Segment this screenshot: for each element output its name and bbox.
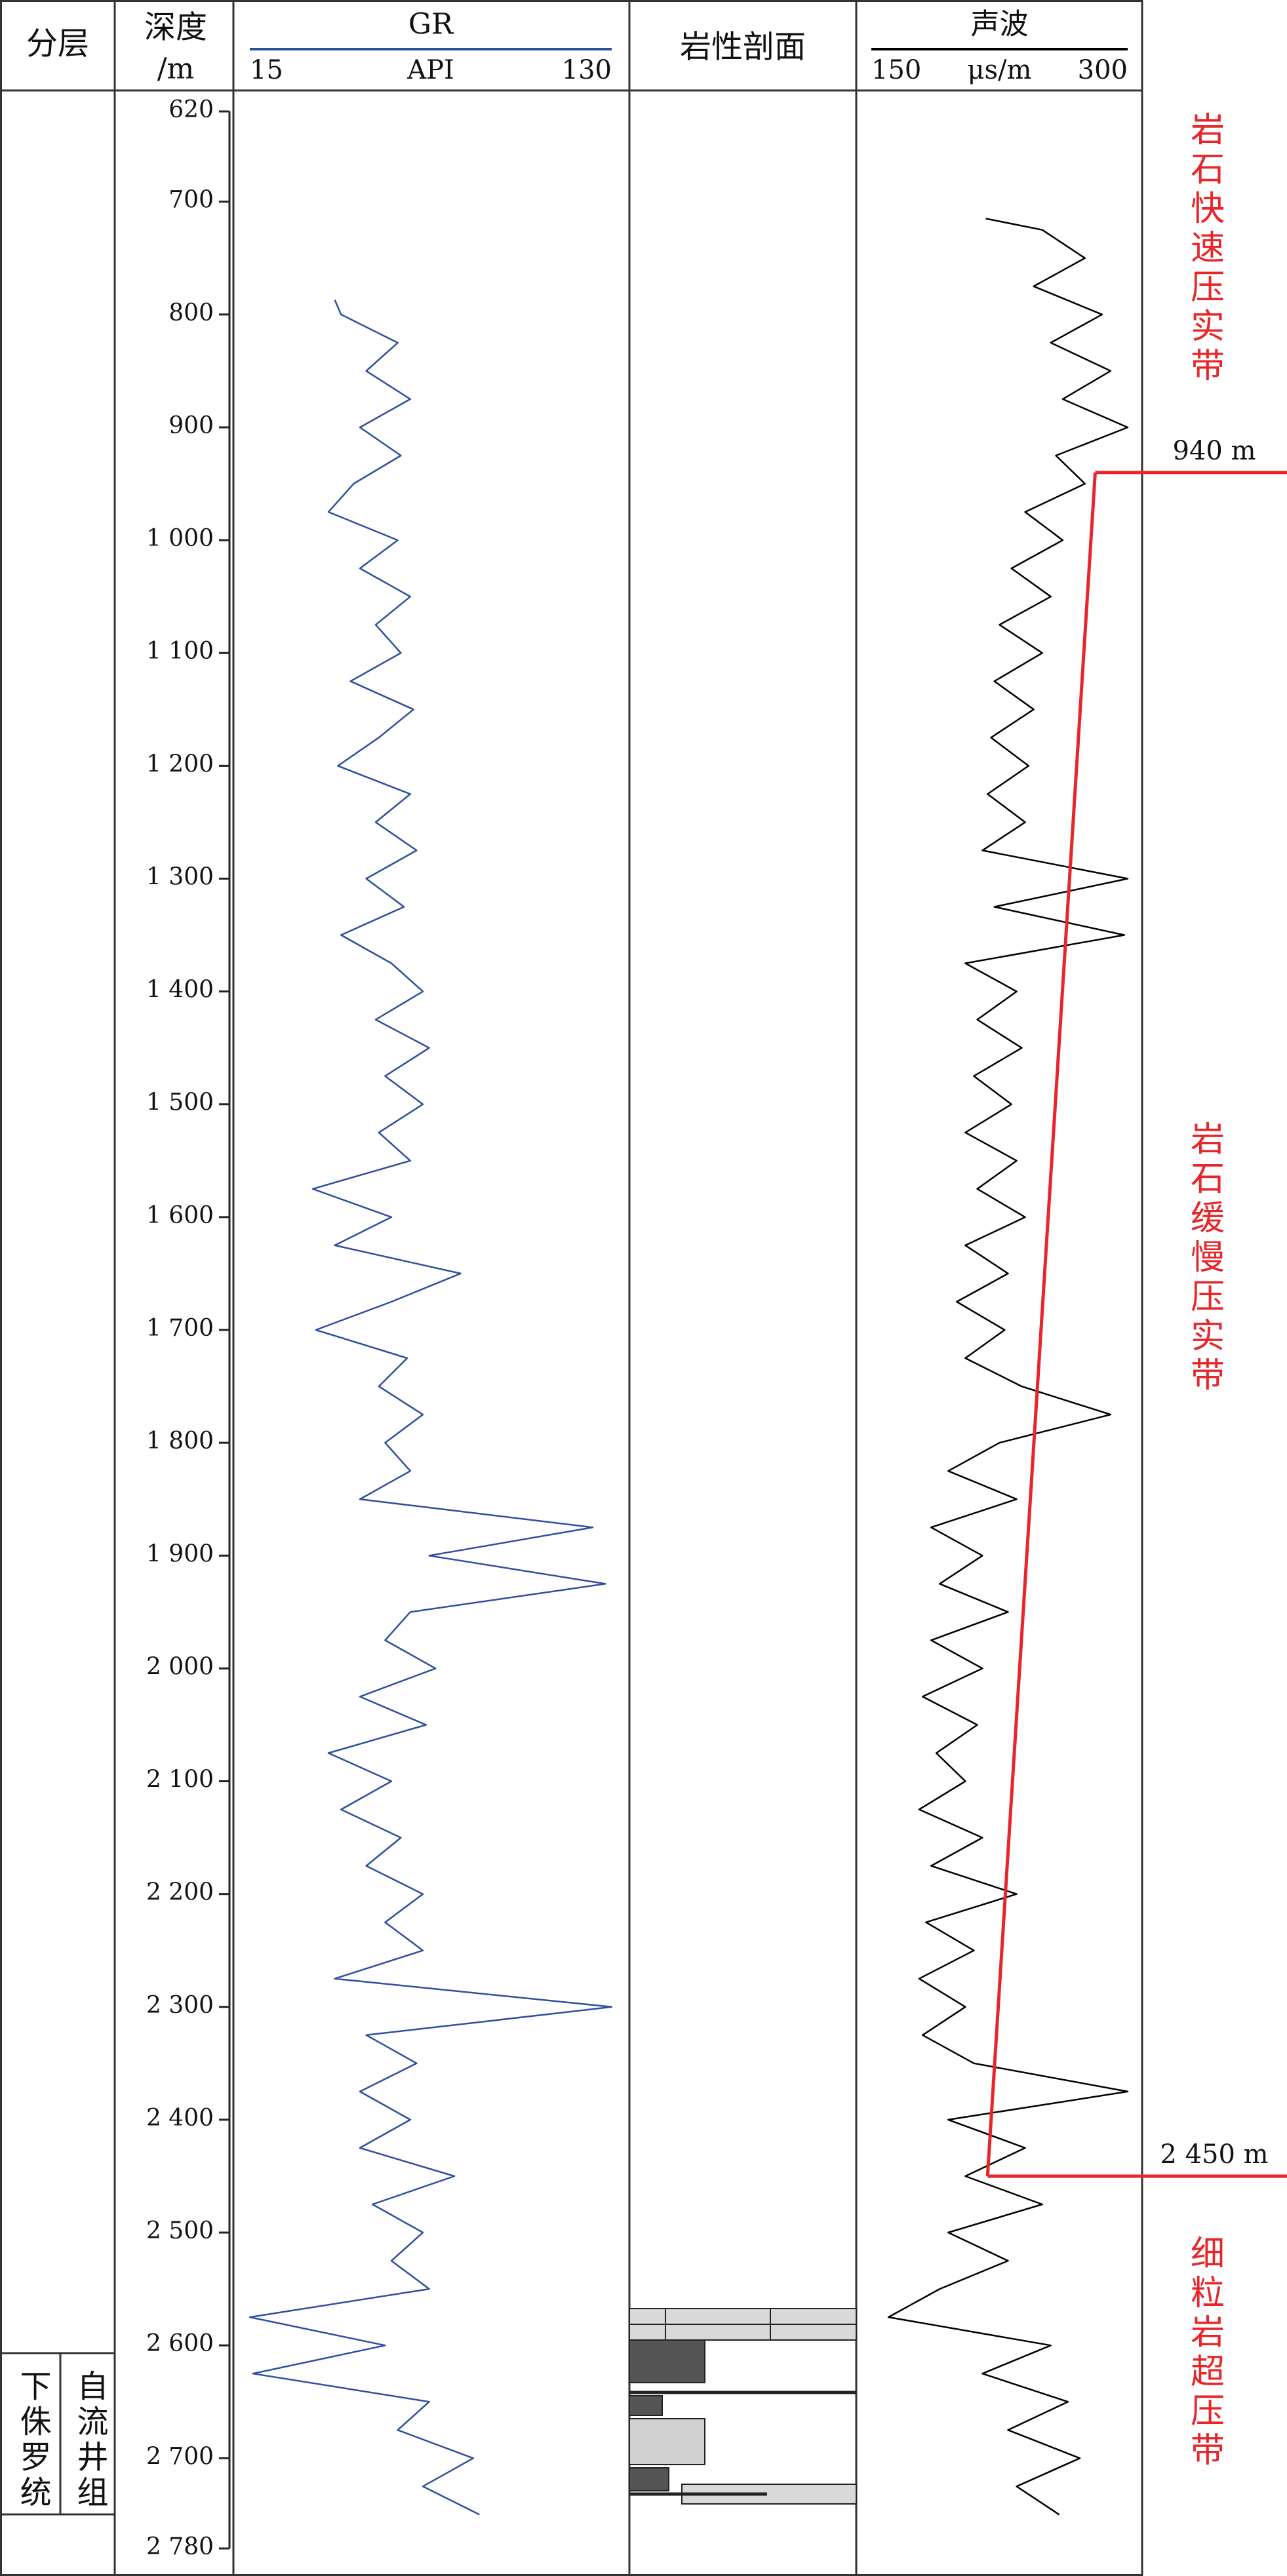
layer-header: 分层: [26, 26, 89, 62]
y-tick-label: 2 300: [146, 1992, 214, 2019]
y-tick-label: 1 400: [146, 977, 214, 1004]
x-tick-label: 130: [562, 55, 612, 85]
y-tick-label: 1 800: [146, 1428, 214, 1454]
boundary-label: 940 m: [1173, 436, 1256, 466]
frame: [0, 0, 1143, 2576]
depth-header: 深度: [144, 9, 207, 46]
boundary-label: 2 450 m: [1160, 2139, 1268, 2170]
y-tick-label: 2 100: [146, 1766, 214, 1793]
y-tick-label: 2 600: [146, 2330, 214, 2357]
y-tick-label: 1 100: [146, 638, 214, 665]
y-tick-label: 1 500: [146, 1089, 214, 1116]
x-tick-label: 150: [871, 55, 921, 85]
y-tick-label: 2 000: [146, 1653, 214, 1680]
y-tick-label: 2 700: [146, 2443, 214, 2470]
y-tick-label: 620: [168, 96, 214, 123]
zone-label: 岩石快速压实带: [1185, 111, 1224, 387]
y-tick-label: 1 000: [146, 525, 214, 552]
y-tick-label: 2 200: [146, 1879, 214, 1906]
lithology-pattern: [629, 2308, 857, 2505]
y-tick-label: 2 780: [146, 2533, 214, 2560]
y-tick-label: 800: [168, 300, 214, 326]
track-unit: API: [406, 55, 454, 85]
track-title: GR: [408, 8, 454, 41]
depth-unit: /m: [157, 52, 195, 86]
y-tick-label: 700: [168, 187, 214, 214]
track-title: 声波: [971, 8, 1029, 41]
y-tick-label: 1 300: [146, 863, 214, 890]
y-tick-label: 2 400: [146, 2105, 214, 2132]
y-tick-label: 900: [168, 412, 214, 439]
strata-label: 下侏罗统: [14, 2370, 51, 2511]
track-unit: μs/m: [968, 55, 1032, 85]
zone-label: 岩石缓慢压实带: [1185, 1121, 1224, 1396]
lithology-header: 岩性剖面: [680, 29, 806, 66]
x-tick-label: 15: [250, 55, 283, 85]
trend-line: [985, 472, 1097, 2177]
y-tick-label: 1 200: [146, 751, 214, 777]
y-tick-label: 1 600: [146, 1202, 214, 1229]
zone-label: 细粒岩超压带: [1185, 2235, 1224, 2471]
y-tick-label: 1 900: [146, 1540, 214, 1567]
y-tick-label: 1 700: [146, 1315, 214, 1342]
log-curve: [248, 300, 613, 2516]
log-curve: [887, 218, 1129, 2516]
strata-label: 自流井组: [71, 2370, 108, 2511]
x-tick-label: 300: [1078, 55, 1128, 85]
y-tick-label: 2 500: [146, 2217, 214, 2244]
